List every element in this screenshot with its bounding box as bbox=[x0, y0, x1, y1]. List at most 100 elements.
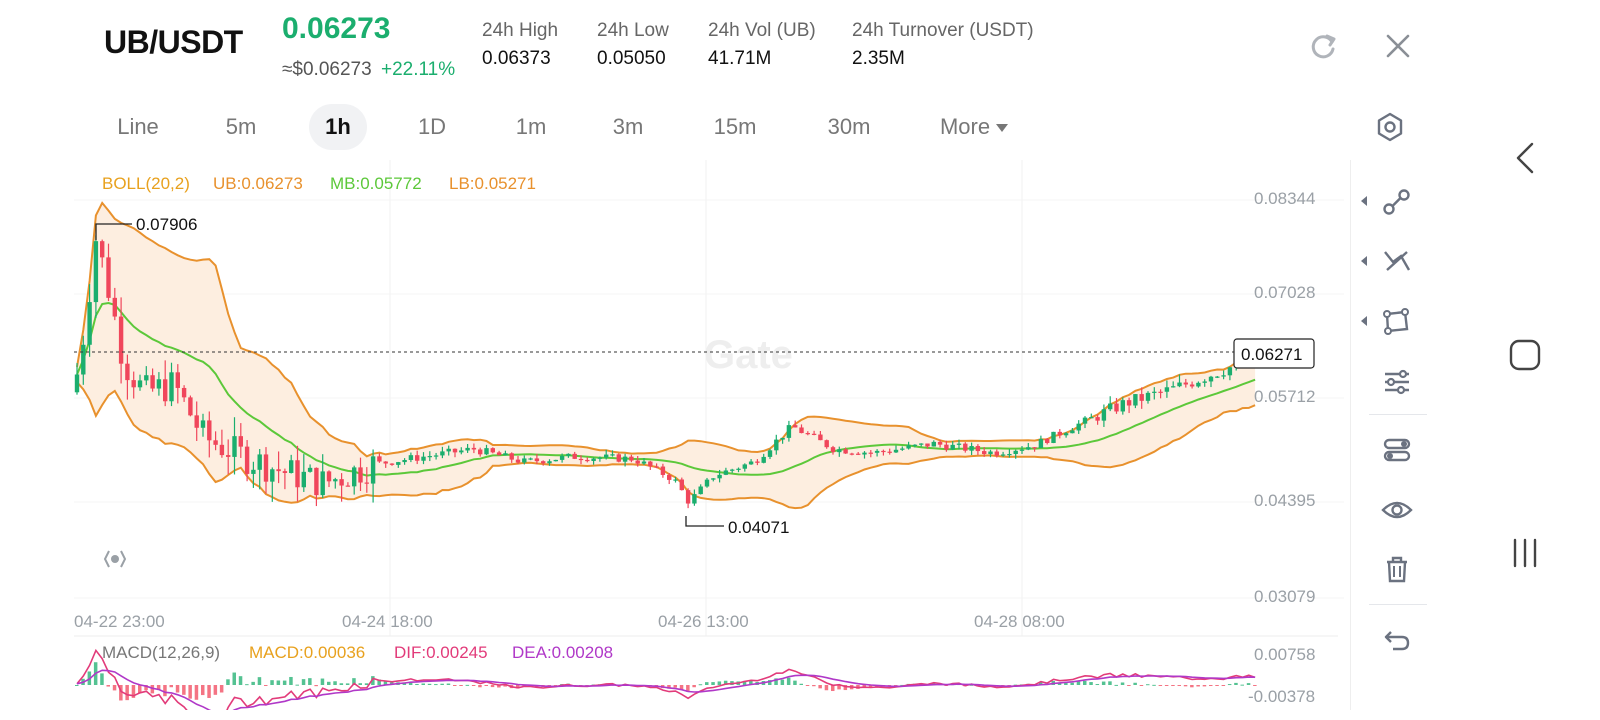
candle-body bbox=[994, 451, 999, 456]
middle-band-line bbox=[76, 301, 1256, 477]
expand-caret-icon[interactable] bbox=[1361, 196, 1367, 206]
candle-body bbox=[660, 466, 666, 475]
tab-1m[interactable]: 1m bbox=[515, 114, 547, 139]
chart-area[interactable]: Gate 0.07906 0.04071 0.06271 0.08344 0.0… bbox=[74, 160, 1444, 710]
candle-body bbox=[106, 257, 111, 298]
candle-body bbox=[585, 459, 590, 462]
scroll-history-icon[interactable] bbox=[102, 548, 128, 570]
candle-body bbox=[263, 454, 269, 482]
candle-body bbox=[950, 444, 955, 450]
candle-body bbox=[484, 448, 489, 455]
candle-body bbox=[604, 454, 609, 458]
tab-30m[interactable]: 30m bbox=[827, 114, 871, 139]
candle-body bbox=[641, 461, 647, 464]
candlestick-chart[interactable]: Gate 0.07906 0.04071 0.06271 0.08344 0.0… bbox=[74, 160, 1350, 710]
candle-body bbox=[421, 456, 426, 461]
candle-body bbox=[944, 444, 949, 450]
macd-histogram-bar bbox=[1038, 681, 1043, 685]
tab-line[interactable]: Line bbox=[117, 114, 159, 139]
macd-histogram-bar bbox=[686, 685, 690, 692]
candle-body bbox=[685, 490, 691, 504]
candle-body bbox=[515, 459, 521, 463]
y-tick-label: 0.08344 bbox=[1254, 189, 1315, 208]
candle-body bbox=[937, 441, 943, 445]
macd-histogram-bar bbox=[339, 683, 344, 685]
trend-line-icon[interactable] bbox=[1377, 182, 1417, 222]
sliders-icon[interactable] bbox=[1377, 362, 1417, 402]
macd-histogram-bar bbox=[723, 680, 728, 685]
close-icon[interactable] bbox=[1382, 30, 1414, 62]
toolbar-divider bbox=[1369, 414, 1427, 415]
hexagon-settings-icon[interactable] bbox=[1374, 111, 1406, 143]
last-price-label: 0.06271 bbox=[1241, 345, 1302, 364]
candle-body bbox=[906, 445, 911, 449]
candle-body bbox=[982, 451, 987, 455]
candle-body bbox=[339, 479, 344, 486]
macd-histogram-bar bbox=[282, 680, 287, 685]
eye-icon[interactable] bbox=[1377, 490, 1417, 530]
y-tick-label: 0.04395 bbox=[1254, 491, 1315, 510]
tab-5m[interactable]: 5m bbox=[225, 114, 257, 139]
candle-body bbox=[74, 374, 80, 393]
macd-histogram-bar bbox=[742, 680, 747, 685]
tab-1h[interactable]: 1h bbox=[309, 104, 367, 150]
candle-body bbox=[969, 446, 974, 451]
candle-body bbox=[856, 453, 861, 455]
indicator-icon[interactable] bbox=[1377, 430, 1417, 470]
lb-legend: LB:0.05271 bbox=[449, 174, 536, 193]
refresh-icon[interactable] bbox=[1308, 30, 1340, 62]
candle-body bbox=[667, 474, 672, 480]
macd-histogram-bar bbox=[194, 685, 199, 700]
candle-body bbox=[389, 463, 395, 465]
macd-histogram-bar bbox=[289, 676, 293, 685]
undo-icon[interactable] bbox=[1377, 620, 1417, 660]
expand-caret-icon[interactable] bbox=[1361, 316, 1367, 326]
tab-3m[interactable]: 3m bbox=[612, 114, 644, 139]
tab-15m[interactable]: 15m bbox=[713, 114, 757, 139]
candle-body bbox=[320, 471, 325, 496]
candle-body bbox=[1026, 447, 1031, 450]
macd-histogram-bar bbox=[150, 685, 155, 694]
ub-legend: UB:0.06273 bbox=[213, 174, 303, 193]
candle-body bbox=[478, 449, 483, 455]
macd-histogram-bar bbox=[711, 682, 715, 685]
candle-body bbox=[956, 443, 962, 445]
tab-1d[interactable]: 1D bbox=[417, 114, 447, 139]
candles bbox=[74, 235, 1258, 509]
candle-body bbox=[912, 444, 918, 446]
candle-body bbox=[112, 297, 117, 317]
home-icon[interactable] bbox=[1508, 338, 1542, 372]
stat-vol-value: 41.71M bbox=[708, 48, 772, 69]
candle-body bbox=[541, 461, 546, 464]
expand-caret-icon[interactable] bbox=[1361, 256, 1367, 266]
y-tick-label: 0.05712 bbox=[1254, 387, 1315, 406]
candle-body bbox=[635, 460, 640, 464]
pair-title: UB/USDT bbox=[104, 24, 243, 60]
candle-body bbox=[673, 479, 678, 481]
candle-body bbox=[213, 440, 218, 445]
tab-more[interactable]: More bbox=[928, 104, 1020, 150]
back-icon[interactable] bbox=[1510, 140, 1540, 176]
macd-histogram-bar bbox=[1057, 682, 1062, 685]
shape-icon[interactable] bbox=[1377, 302, 1417, 342]
macd-histogram-bar bbox=[1253, 685, 1257, 686]
macd-histogram-bar bbox=[768, 680, 772, 685]
macd-histogram-bar bbox=[705, 682, 709, 685]
candle-body bbox=[118, 316, 124, 364]
macd-histogram-bar bbox=[301, 679, 306, 685]
candle-body bbox=[1089, 417, 1094, 419]
candle-body bbox=[226, 455, 231, 457]
macd-histogram-bar bbox=[201, 685, 205, 696]
macd-histogram-bar bbox=[478, 685, 482, 688]
trash-icon[interactable] bbox=[1377, 550, 1417, 590]
recents-icon[interactable] bbox=[1508, 536, 1542, 570]
macd-histogram-bar bbox=[805, 685, 810, 686]
macd-histogram-bar bbox=[377, 679, 381, 685]
candle-body bbox=[862, 452, 867, 455]
macd-histogram-bar bbox=[1114, 684, 1118, 686]
candle-body bbox=[818, 434, 823, 441]
dea-legend: DEA:0.00208 bbox=[512, 643, 614, 662]
macd-histogram-bar bbox=[119, 685, 123, 701]
zigzag-icon[interactable] bbox=[1377, 242, 1417, 282]
candle-body bbox=[730, 469, 735, 471]
